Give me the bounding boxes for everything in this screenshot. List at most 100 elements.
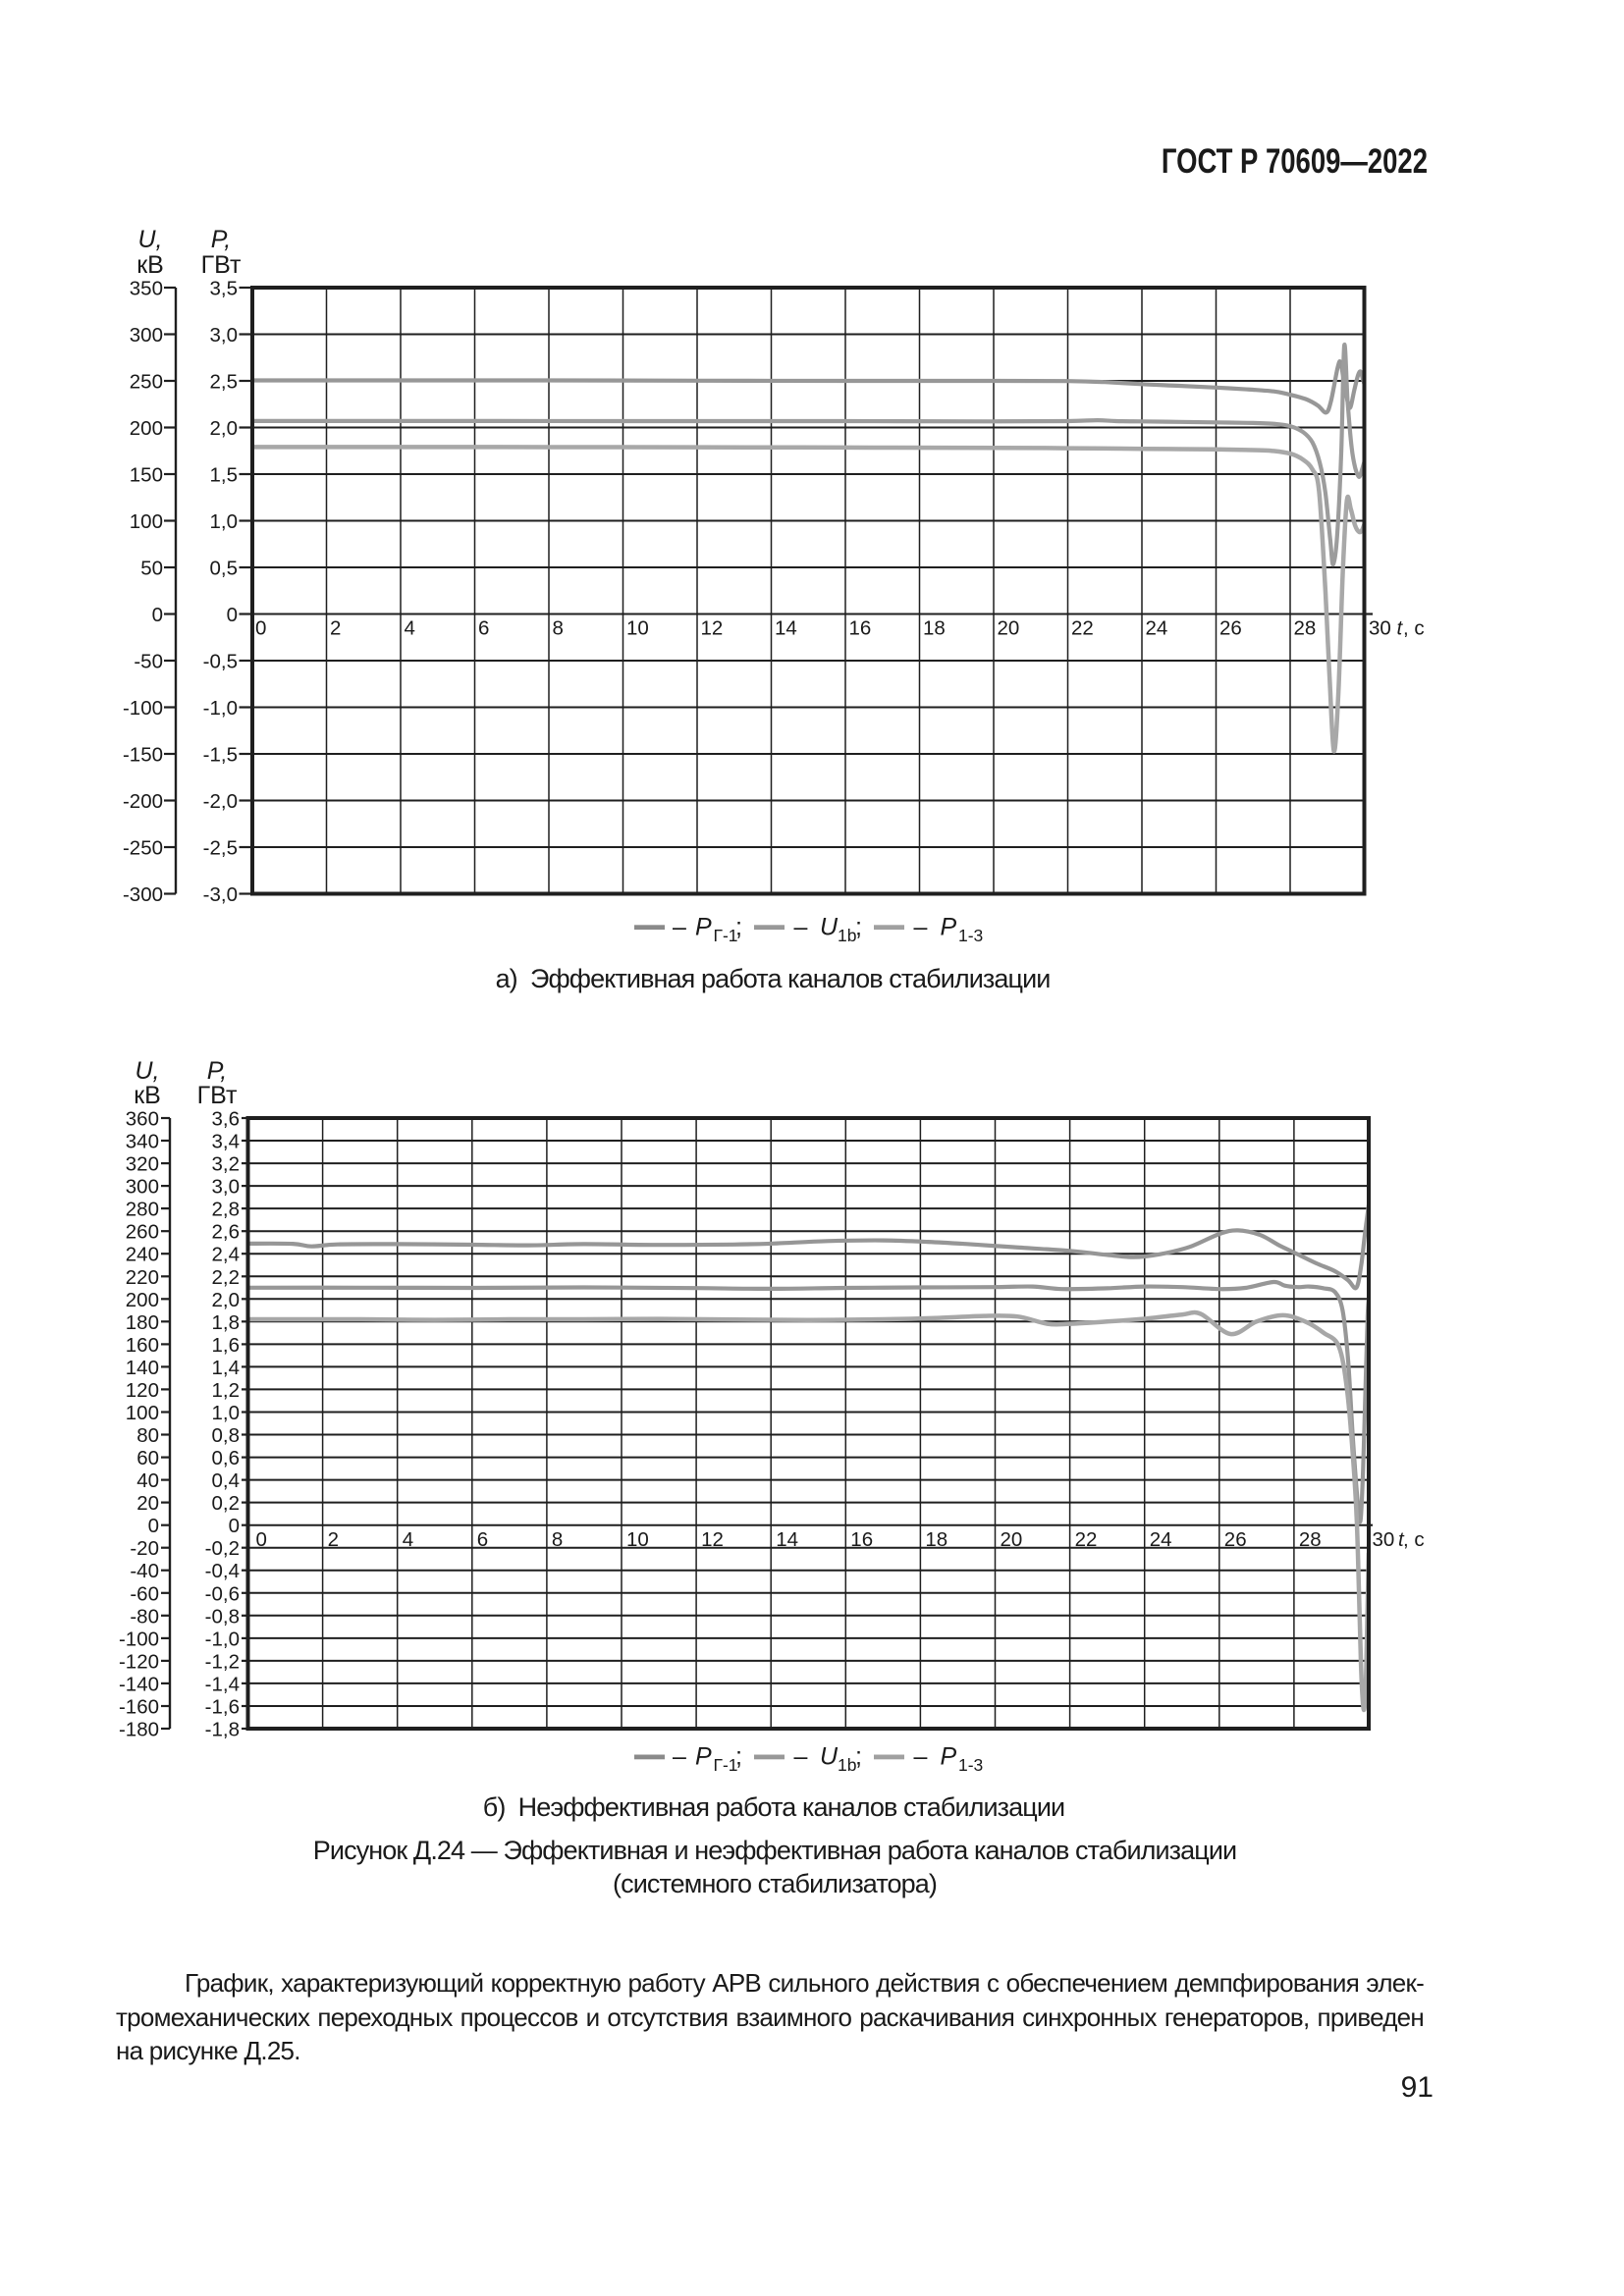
svg-text:40: 40 <box>136 1469 159 1492</box>
svg-text:140: 140 <box>126 1357 159 1379</box>
svg-text:2: 2 <box>328 1528 339 1551</box>
svg-text:3,0: 3,0 <box>212 1176 241 1199</box>
svg-text:-250: -250 <box>123 837 163 860</box>
svg-text:30: 30 <box>1373 1528 1395 1551</box>
svg-text:28: 28 <box>1294 617 1317 640</box>
svg-text:24: 24 <box>1146 617 1168 640</box>
svg-text:350: 350 <box>130 278 163 300</box>
svg-text:12: 12 <box>701 1528 724 1551</box>
svg-text:U,: U, <box>138 226 163 253</box>
svg-text:t: t <box>1398 1528 1405 1551</box>
svg-text:P,: P, <box>211 226 231 253</box>
svg-text:1,4: 1,4 <box>212 1357 241 1379</box>
svg-text:200: 200 <box>130 417 163 440</box>
svg-text:1,5: 1,5 <box>210 464 239 487</box>
svg-text:;: ; <box>735 1743 742 1771</box>
svg-text:6: 6 <box>477 1528 488 1551</box>
svg-text:2,8: 2,8 <box>212 1199 241 1221</box>
svg-text:2,2: 2,2 <box>212 1266 241 1289</box>
svg-text:2,0: 2,0 <box>212 1289 241 1311</box>
svg-text:-80: -80 <box>130 1605 159 1628</box>
svg-text:1,0: 1,0 <box>210 510 239 533</box>
svg-text:t: t <box>1397 617 1404 640</box>
svg-text:4: 4 <box>405 617 415 640</box>
svg-text:-140: -140 <box>119 1673 159 1695</box>
svg-text:2,0: 2,0 <box>210 417 239 440</box>
svg-text:30: 30 <box>1369 617 1391 640</box>
svg-text:-150: -150 <box>123 744 163 767</box>
svg-text:-120: -120 <box>119 1650 159 1673</box>
svg-text:U: U <box>820 914 839 941</box>
svg-text:2: 2 <box>330 617 341 640</box>
svg-text:250: 250 <box>130 371 163 394</box>
svg-text:180: 180 <box>126 1311 159 1334</box>
svg-text:16: 16 <box>850 1528 873 1551</box>
svg-text:-20: -20 <box>130 1537 159 1560</box>
svg-text:-40: -40 <box>130 1560 159 1582</box>
svg-text:Г-1: Г-1 <box>714 1755 738 1775</box>
svg-text:0,4: 0,4 <box>212 1469 241 1492</box>
svg-text:-160: -160 <box>119 1696 159 1719</box>
svg-text:-1,5: -1,5 <box>203 744 238 767</box>
svg-text:160: 160 <box>126 1334 159 1357</box>
svg-text:-0,2: -0,2 <box>205 1537 240 1560</box>
svg-text:300: 300 <box>126 1176 159 1199</box>
svg-text:–: – <box>673 914 686 941</box>
svg-text:260: 260 <box>126 1221 159 1244</box>
svg-text:50: 50 <box>140 558 163 580</box>
svg-text:2,4: 2,4 <box>212 1244 241 1266</box>
svg-text:–: – <box>794 914 808 941</box>
svg-text:1b: 1b <box>838 926 856 945</box>
svg-text:3,2: 3,2 <box>212 1153 241 1176</box>
svg-text:–: – <box>673 1743 686 1771</box>
svg-text:100: 100 <box>130 510 163 533</box>
svg-text:-3,0: -3,0 <box>203 883 238 906</box>
svg-text:20: 20 <box>136 1492 159 1515</box>
svg-text:24: 24 <box>1150 1528 1172 1551</box>
svg-text:150: 150 <box>130 464 163 487</box>
svg-text:2,6: 2,6 <box>212 1221 241 1244</box>
svg-text:-1,4: -1,4 <box>205 1673 240 1695</box>
svg-text:-1,2: -1,2 <box>205 1650 240 1673</box>
svg-text:U,: U, <box>135 1057 160 1085</box>
svg-text:10: 10 <box>626 617 649 640</box>
svg-text:0: 0 <box>148 1515 159 1537</box>
svg-text:-1,0: -1,0 <box>203 697 238 720</box>
svg-text:Г-1: Г-1 <box>714 926 738 945</box>
svg-text:P,: P, <box>207 1057 227 1085</box>
svg-text:0,5: 0,5 <box>210 558 239 580</box>
svg-text:10: 10 <box>626 1528 649 1551</box>
svg-text:;: ; <box>855 914 862 941</box>
svg-text:;: ; <box>735 914 742 941</box>
svg-text:-2,0: -2,0 <box>203 790 238 813</box>
svg-text:16: 16 <box>849 617 872 640</box>
svg-text:340: 340 <box>126 1131 159 1153</box>
svg-text:–: – <box>914 914 928 941</box>
svg-text:0: 0 <box>255 617 266 640</box>
svg-text:18: 18 <box>923 617 946 640</box>
svg-text:22: 22 <box>1071 617 1094 640</box>
svg-text:0: 0 <box>256 1528 267 1551</box>
svg-text:20: 20 <box>998 617 1020 640</box>
svg-text:-1,8: -1,8 <box>205 1719 240 1741</box>
svg-text:6: 6 <box>478 617 489 640</box>
svg-text:0: 0 <box>229 1515 240 1537</box>
svg-text:2,5: 2,5 <box>210 371 239 394</box>
svg-text:0,2: 0,2 <box>212 1492 241 1515</box>
svg-text:-0,4: -0,4 <box>205 1560 240 1582</box>
svg-text:U: U <box>820 1743 839 1771</box>
svg-text:0: 0 <box>152 604 163 626</box>
svg-text:P: P <box>695 1743 712 1771</box>
svg-text:1,6: 1,6 <box>212 1334 241 1357</box>
svg-text:8: 8 <box>553 617 564 640</box>
svg-text:1-3: 1-3 <box>958 926 983 945</box>
svg-text:3,0: 3,0 <box>210 324 239 347</box>
svg-text:14: 14 <box>776 1528 798 1551</box>
svg-text:4: 4 <box>403 1528 413 1551</box>
svg-text:-0,5: -0,5 <box>203 651 238 673</box>
svg-text:3,4: 3,4 <box>212 1131 241 1153</box>
svg-text:0,8: 0,8 <box>212 1424 241 1447</box>
svg-text:кВ: кВ <box>134 1082 161 1109</box>
svg-text:P: P <box>941 914 957 941</box>
svg-text:22: 22 <box>1075 1528 1098 1551</box>
